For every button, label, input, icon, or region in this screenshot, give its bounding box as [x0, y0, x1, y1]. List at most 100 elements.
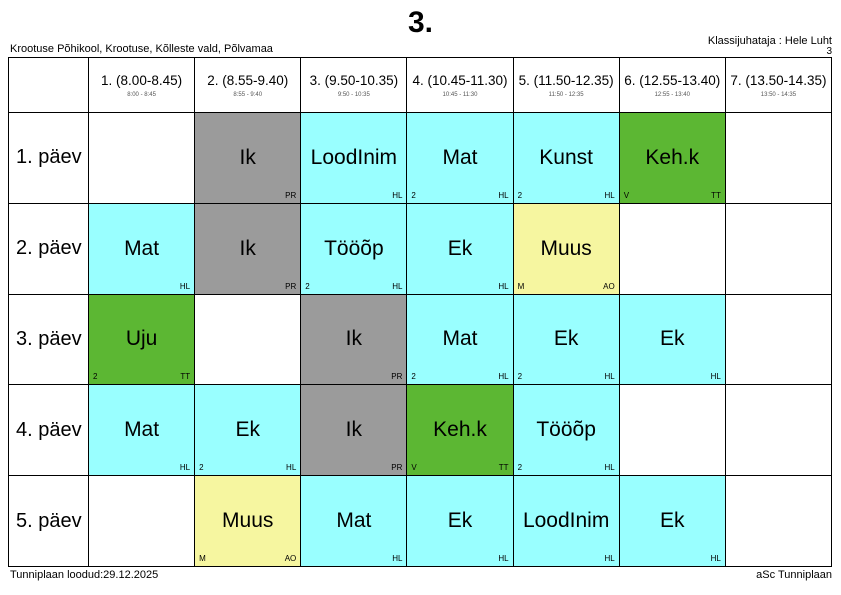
lesson-cell-day1-period2[interactable]: Ik PR — [195, 113, 302, 204]
lesson-teacher-code: TT — [498, 463, 509, 473]
lesson-subject: Mat — [124, 418, 160, 442]
lesson-subject: Muus — [540, 236, 592, 260]
day-label-5: 5. päev — [9, 476, 89, 567]
lesson-cell-day1-period4[interactable]: Mat 2 HL — [407, 113, 514, 204]
lesson-teacher-code: AO — [603, 281, 615, 291]
period-header-label: 2. (8.55-9.40) — [207, 72, 289, 88]
lesson-group-code: 2 — [93, 372, 98, 382]
lesson-teacher-code: PR — [285, 281, 297, 291]
lesson-subject: Ik — [239, 236, 256, 260]
period-header-2: 2. (8.55-9.40) 8:55 - 9:40 — [195, 58, 302, 113]
lesson-teacher-code: HL — [392, 554, 403, 563]
lesson-group-code: 2 — [305, 281, 310, 291]
period-header-3: 3. (9.50-10.35) 9:50 - 10:35 — [301, 58, 408, 113]
lesson-teacher-code: HL — [286, 463, 297, 473]
lesson-teacher-code: HL — [604, 463, 615, 473]
lesson-teacher-code: HL — [604, 554, 615, 563]
lesson-subject: Keh.k — [433, 418, 487, 442]
timetable-grid: 1. (8.00-8.45) 8:00 - 8:45 2. (8.55-9.40) 8… — [8, 57, 832, 567]
lesson-subject: Ek — [553, 327, 579, 351]
lesson-cell-day3-period6[interactable]: Ek HL — [619, 294, 726, 386]
lesson-teacher-code: PR — [391, 463, 403, 473]
lesson-subject: Ek — [447, 236, 473, 260]
lesson-teacher-code: HL — [498, 372, 509, 382]
lesson-subject: Ik — [345, 327, 363, 351]
day-label-3: 3. päev — [9, 294, 89, 386]
lesson-subject: Tööõp — [536, 418, 596, 442]
empty-cell-day1-period7[interactable] — [725, 113, 832, 204]
lesson-cell-day4-period2[interactable]: Ek 2 HL — [195, 385, 302, 477]
lesson-cell-day5-period5[interactable]: LoodInim HL — [513, 476, 620, 567]
footer-created-date: Tunniplaan loodud:29.12.2025 — [10, 569, 159, 581]
period-header-1: 1. (8.00-8.45) 8:00 - 8:45 — [89, 58, 196, 113]
lesson-cell-day5-period4[interactable]: Ek HL — [407, 476, 514, 567]
period-header-label: 5. (11.50-12.35) — [518, 72, 614, 88]
empty-cell-day4-period6[interactable] — [619, 385, 726, 477]
lesson-cell-day2-period2[interactable]: Ik PR — [195, 203, 302, 295]
lesson-cell-day1-period6[interactable]: Keh.k V TT — [619, 113, 726, 204]
lesson-group-code: 2 — [517, 372, 523, 382]
lesson-teacher-code: HL — [179, 281, 191, 291]
lesson-teacher-code: HL — [498, 190, 509, 200]
empty-cell-day3-period7[interactable] — [725, 294, 832, 386]
lesson-group-code: 2 — [199, 463, 204, 473]
lesson-teacher-code: HL — [710, 554, 721, 563]
lesson-group-code: 2 — [411, 190, 416, 200]
lesson-subject: Uju — [125, 327, 158, 351]
day-label-1: 1. päev — [9, 113, 89, 204]
lesson-cell-day4-period5[interactable]: Tööõp 2 HL — [513, 385, 620, 477]
page-title: 3. — [407, 6, 434, 39]
lesson-cell-day2-period5[interactable]: Muus M AO — [513, 203, 620, 295]
empty-cell-day2-period7[interactable] — [725, 203, 832, 295]
period-header-time: 8:00 - 8:45 — [127, 91, 156, 98]
empty-cell-day3-period2[interactable] — [195, 294, 302, 386]
lesson-cell-day4-period3[interactable]: Ik PR — [301, 385, 408, 477]
day-label-2: 2. päev — [9, 203, 89, 295]
lesson-teacher-code: HL — [498, 281, 509, 291]
lesson-cell-day5-period3[interactable]: Mat HL — [301, 476, 408, 567]
period-header-time: 10:45 - 11:30 — [442, 91, 478, 98]
empty-cell-day5-period1[interactable] — [89, 476, 196, 567]
lesson-cell-day1-period3[interactable]: LoodInim HL — [301, 113, 408, 204]
lesson-group-code: 2 — [517, 190, 523, 200]
school-name: Krootuse Põhikool, Krootuse, Kõlleste va… — [10, 43, 273, 55]
lesson-group-code: V — [411, 463, 417, 473]
period-header-4: 4. (10.45-11.30) 10:45 - 11:30 — [407, 58, 514, 113]
lesson-teacher-code: HL — [179, 463, 191, 473]
lesson-cell-day2-period1[interactable]: Mat HL — [89, 203, 196, 295]
lesson-cell-day1-period5[interactable]: Kunst 2 HL — [513, 113, 620, 204]
lesson-subject: Mat — [124, 236, 160, 260]
lesson-cell-day3-period5[interactable]: Ek 2 HL — [513, 294, 620, 386]
lesson-teacher-code: HL — [604, 190, 615, 200]
empty-cell-day4-period7[interactable] — [725, 385, 832, 477]
lesson-teacher-code: TT — [180, 372, 191, 382]
lesson-subject: Kunst — [539, 145, 593, 169]
lesson-teacher-code: HL — [392, 190, 403, 200]
class-teacher-label: Klassijuhataja : Hele Luht — [707, 35, 832, 47]
lesson-cell-day2-period4[interactable]: Ek HL — [407, 203, 514, 295]
empty-cell-day2-period6[interactable] — [619, 203, 726, 295]
empty-cell-day5-period7[interactable] — [725, 476, 832, 567]
lesson-subject: Tööõp — [324, 236, 384, 260]
period-header-time: 9:50 - 10:35 — [337, 91, 370, 98]
lesson-group-code: M — [517, 281, 525, 291]
lesson-cell-day3-period1[interactable]: Uju 2 TT — [89, 294, 196, 386]
lesson-group-code: 2 — [517, 463, 523, 473]
lesson-subject: Ek — [660, 509, 685, 533]
lesson-cell-day4-period4[interactable]: Keh.k V TT — [407, 385, 514, 477]
lesson-cell-day4-period1[interactable]: Mat HL — [89, 385, 196, 477]
period-header-time: 13:50 - 14:35 — [760, 91, 797, 98]
period-header-time: 8:55 - 9:40 — [233, 91, 263, 98]
period-header-label: 1. (8.00-8.45) — [101, 72, 183, 88]
lesson-cell-day2-period3[interactable]: Tööõp 2 HL — [301, 203, 408, 295]
lesson-cell-day3-period4[interactable]: Mat 2 HL — [407, 294, 514, 386]
empty-cell-day1-period1[interactable] — [89, 113, 196, 204]
lesson-cell-day5-period2[interactable]: Muus M AO — [195, 476, 302, 567]
period-header-label: 3. (9.50-10.35) — [309, 72, 399, 88]
lesson-subject: Mat — [442, 327, 478, 351]
lesson-cell-day5-period6[interactable]: Ek HL — [619, 476, 726, 567]
lesson-cell-day3-period3[interactable]: Ik PR — [301, 294, 408, 386]
lesson-subject: LoodInim — [522, 509, 610, 533]
lesson-teacher-code: HL — [710, 372, 721, 382]
